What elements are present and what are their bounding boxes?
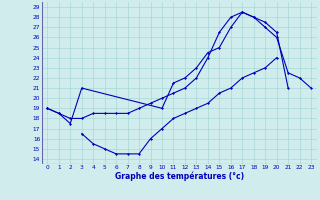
X-axis label: Graphe des températures (°c): Graphe des températures (°c) <box>115 172 244 181</box>
